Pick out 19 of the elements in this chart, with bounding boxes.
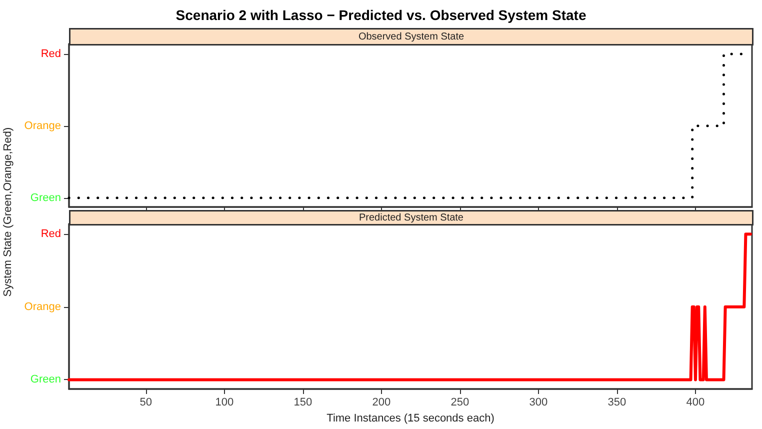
- x-tick-label: 400: [686, 396, 705, 408]
- text: Green: [30, 192, 61, 204]
- chart-title: Predicted System State: [359, 212, 464, 224]
- x-tick-label: 150: [294, 396, 312, 408]
- text: Orange: [24, 120, 61, 132]
- text: Red: [40, 48, 61, 60]
- x-tick-label: 50: [140, 396, 152, 408]
- chart-subtitle: Observed System State: [358, 31, 464, 42]
- x-tick-label: 300: [529, 396, 548, 408]
- x-tick-label: 100: [215, 396, 234, 408]
- text: Red: [40, 228, 61, 240]
- text: Green: [30, 374, 61, 386]
- text: Orange: [24, 300, 61, 313]
- chart-title: Scenario 2 with Lasso − Predicted vs. Observed System State: [176, 7, 586, 23]
- x-axis-title: Time Instances (15 seconds each): [326, 412, 494, 424]
- y-axis-title: System State (Green,Orange,Red): [2, 126, 14, 299]
- x-tick-label: 250: [450, 396, 470, 408]
- x-tick-label: 200: [372, 396, 391, 408]
- x-tick-label: 350: [608, 396, 626, 408]
